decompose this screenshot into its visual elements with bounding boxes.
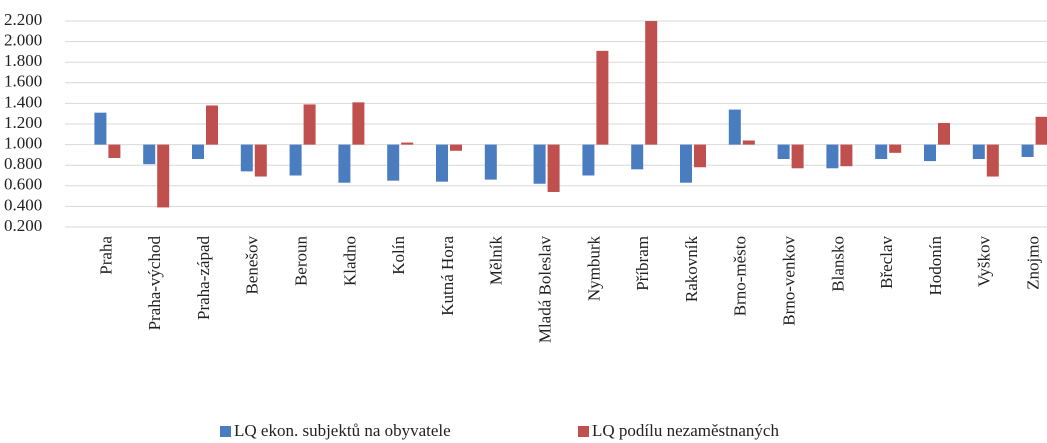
x-tick-label: Kolín bbox=[389, 236, 408, 275]
y-tick-label: 0.200 bbox=[4, 216, 42, 235]
bar bbox=[547, 144, 560, 192]
y-tick-label: 1.600 bbox=[4, 72, 42, 91]
x-tick-label: Kladno bbox=[340, 236, 359, 286]
x-tick-label: Rakovník bbox=[682, 236, 701, 303]
x-tick-label: Vyškov bbox=[975, 236, 994, 288]
bar bbox=[450, 144, 462, 151]
x-tick-label: Beroun bbox=[292, 236, 311, 287]
bar bbox=[728, 109, 741, 145]
bar bbox=[938, 122, 950, 145]
bar bbox=[680, 144, 692, 183]
bar bbox=[338, 144, 351, 183]
bar bbox=[826, 144, 839, 169]
bar bbox=[143, 144, 156, 165]
bar bbox=[972, 144, 985, 160]
legend-swatch bbox=[220, 426, 231, 437]
bar bbox=[791, 144, 804, 169]
y-tick-label: 0.600 bbox=[4, 175, 42, 194]
bar bbox=[289, 144, 302, 176]
legend-label: LQ podílu nezaměstnaných bbox=[592, 421, 779, 440]
bar bbox=[875, 144, 888, 160]
bar bbox=[631, 144, 644, 170]
bar bbox=[387, 144, 400, 181]
bar bbox=[742, 140, 755, 145]
bar bbox=[108, 144, 121, 158]
bar bbox=[436, 144, 448, 182]
y-tick-label: 2.000 bbox=[4, 31, 42, 50]
bar bbox=[1035, 116, 1047, 145]
x-tick-label: Mělník bbox=[487, 236, 506, 286]
x-tick-label: Mladá Boleslav bbox=[536, 236, 555, 344]
y-tick-label: 1.000 bbox=[4, 134, 42, 153]
x-tick-label: Brno-město bbox=[731, 236, 750, 316]
bar bbox=[352, 102, 365, 145]
bar bbox=[401, 142, 414, 145]
x-tick-label: Benešov bbox=[243, 236, 262, 295]
bar bbox=[986, 144, 999, 177]
x-tick-label: Praha-východ bbox=[145, 236, 164, 331]
bar bbox=[484, 144, 497, 180]
bar bbox=[924, 144, 936, 162]
x-tick-label: Kutná Hora bbox=[438, 236, 457, 316]
bar bbox=[840, 144, 853, 167]
bar bbox=[596, 50, 609, 145]
legend-swatch bbox=[578, 426, 589, 437]
bar bbox=[533, 144, 546, 184]
x-tick-label: Brno-venkov bbox=[780, 236, 799, 326]
x-tick-label: Břeclav bbox=[877, 236, 896, 289]
bar bbox=[254, 144, 267, 177]
bar bbox=[889, 144, 902, 153]
bar bbox=[645, 21, 658, 145]
x-tick-label: Příbram bbox=[633, 236, 652, 291]
y-tick-label: 0.400 bbox=[4, 195, 42, 214]
bar bbox=[240, 144, 253, 172]
x-tick-label: Znojmo bbox=[1024, 236, 1043, 290]
bar bbox=[157, 144, 170, 208]
x-tick-label: Nymburk bbox=[584, 236, 603, 302]
x-tick-label: Blansko bbox=[828, 236, 847, 292]
y-tick-label: 1.800 bbox=[4, 51, 42, 70]
bar bbox=[582, 144, 595, 176]
bar bbox=[94, 112, 107, 145]
legend-label: LQ ekon. subjektů na obyvatele bbox=[234, 421, 451, 440]
y-tick-label: 1.200 bbox=[4, 113, 42, 132]
x-tick-label: Hodonín bbox=[926, 236, 945, 296]
bar bbox=[206, 105, 218, 145]
y-tick-label: 2.200 bbox=[4, 10, 42, 29]
x-tick-label: Praha bbox=[96, 236, 115, 275]
y-tick-label: 0.800 bbox=[4, 154, 42, 173]
bar bbox=[192, 144, 204, 160]
bar bbox=[303, 104, 316, 145]
bar bbox=[1021, 144, 1034, 157]
x-tick-label: Praha-západ bbox=[194, 236, 213, 321]
bar bbox=[777, 144, 790, 160]
y-tick-label: 1.400 bbox=[4, 92, 42, 111]
bar bbox=[694, 144, 706, 168]
